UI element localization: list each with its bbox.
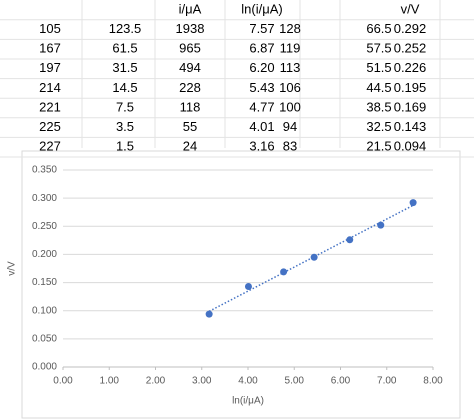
cell: 197	[39, 60, 61, 75]
x-tick-label: 5.00	[285, 376, 305, 387]
cell: 4.77	[249, 99, 274, 114]
cell: 24	[183, 139, 197, 154]
cell: 6.20	[249, 60, 274, 75]
y-tick-label: 0.300	[32, 193, 57, 204]
point	[346, 236, 354, 244]
cell: 55	[183, 119, 197, 134]
y-tick-label: 0.050	[32, 333, 57, 344]
point	[280, 268, 288, 276]
cell: 119	[280, 41, 301, 56]
cell: 0.292	[394, 21, 427, 36]
point	[205, 310, 213, 318]
cell: 66.5	[366, 21, 391, 36]
cell: 128	[279, 21, 301, 36]
header-cell: i/μA	[179, 1, 202, 16]
cell: 0.094	[394, 139, 427, 154]
x-tick-label: 7.00	[377, 376, 397, 387]
cell: 14.5	[112, 80, 137, 95]
y-tick-label: 0.000	[32, 362, 57, 373]
cell: 6.87	[249, 41, 274, 56]
cell: 0.252	[394, 41, 427, 56]
cell: 214	[39, 80, 61, 95]
cell: 0.169	[394, 99, 427, 114]
cell: 225	[39, 119, 61, 134]
cell: 100	[279, 99, 301, 114]
cell: 228	[179, 80, 201, 95]
cell: 31.5	[112, 60, 137, 75]
cell: 1.5	[116, 139, 134, 154]
cell: 965	[179, 41, 201, 56]
header-cell: v/V	[401, 1, 420, 16]
x-tick-label: 6.00	[331, 376, 351, 387]
y-axis-label: v/V	[7, 261, 18, 276]
cell: 221	[39, 99, 61, 114]
x-tick-label: 0.00	[53, 376, 73, 387]
cell: 106	[279, 80, 301, 95]
cell: 3.5	[116, 119, 134, 134]
cell: 105	[39, 21, 61, 36]
cell: 118	[180, 99, 201, 114]
cell: 21.5	[366, 139, 391, 154]
cell: 3.16	[249, 139, 274, 154]
cell: 113	[280, 60, 301, 75]
point	[310, 253, 318, 261]
y-tick-label: 0.250	[32, 221, 57, 232]
header-cell: ln(i/μA)	[241, 1, 282, 16]
cell: 0.226	[394, 60, 427, 75]
cell: 167	[39, 41, 61, 56]
point	[409, 199, 417, 207]
x-tick-label: 8.00	[423, 376, 443, 387]
y-tick-label: 0.350	[32, 165, 57, 176]
cell: 0.195	[394, 80, 427, 95]
cell: 83	[283, 139, 297, 154]
y-tick-label: 0.100	[32, 305, 57, 316]
cell: 7.57	[249, 21, 274, 36]
cell: 61.5	[112, 41, 137, 56]
point	[377, 221, 385, 229]
y-tick-label: 0.150	[32, 277, 57, 288]
cell: 0.143	[394, 119, 427, 134]
cell: 5.43	[249, 80, 274, 95]
point	[244, 283, 252, 291]
chart-frame	[21, 150, 461, 419]
y-tick-label: 0.200	[32, 249, 57, 260]
cell: 57.5	[366, 41, 391, 56]
x-tick-label: 3.00	[192, 376, 212, 387]
cell: 94	[283, 119, 297, 134]
x-axis-label: ln(i/μA)	[232, 396, 264, 407]
cell: 32.5	[366, 119, 391, 134]
cell: 4.01	[249, 119, 274, 134]
x-tick-label: 2.00	[146, 376, 166, 387]
x-tick-label: 4.00	[238, 376, 258, 387]
cell: 51.5	[366, 60, 391, 75]
cell: 38.5	[366, 99, 391, 114]
cell: 227	[39, 139, 61, 154]
x-tick-label: 1.00	[100, 376, 120, 387]
cell: 1938	[176, 21, 205, 36]
cell: 7.5	[116, 99, 134, 114]
cell: 44.5	[366, 80, 391, 95]
cell: 123.5	[109, 21, 142, 36]
cell: 494	[179, 60, 201, 75]
